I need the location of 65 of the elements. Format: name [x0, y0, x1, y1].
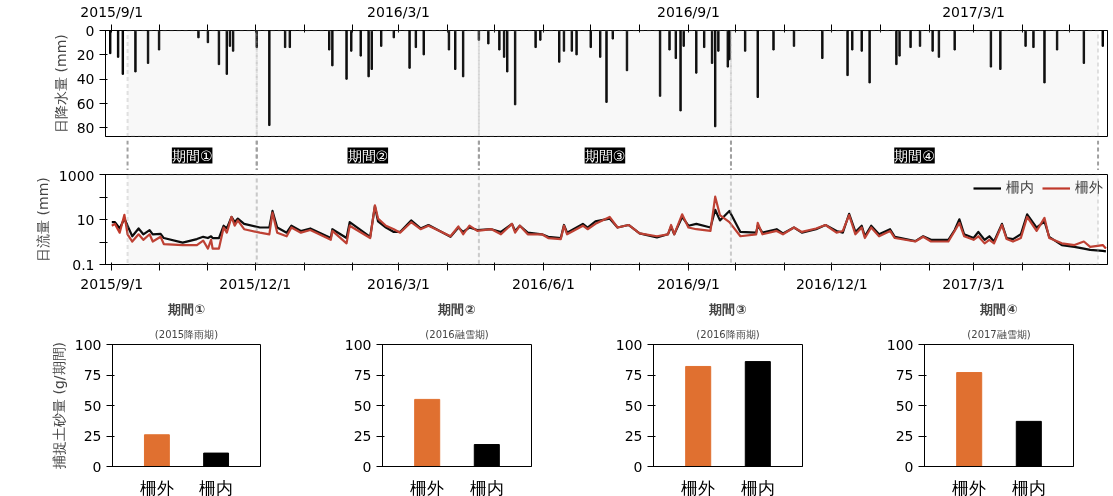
chart-title: 期間④: [979, 301, 1018, 317]
y-tick-label: 80: [76, 119, 95, 136]
y-tick-label: 100: [74, 336, 102, 353]
y-tick-label: 0: [633, 458, 643, 475]
y-tick-label: 25: [83, 428, 102, 444]
y-tick-label: 20: [76, 46, 95, 63]
chart-title: 期間②: [437, 301, 476, 317]
y-tick-label: 40: [76, 71, 95, 88]
y-tick-label: 75: [83, 367, 102, 383]
y-tick-label: 75: [895, 367, 914, 383]
y-axis-title: 日流量 (mm): [34, 177, 51, 262]
y-tick-label: 100: [344, 336, 372, 353]
y-axis-title: 日降水量 (mm): [52, 34, 69, 133]
y-tick-label: 10: [76, 211, 95, 228]
x-tick-label: 2016/9/1: [656, 275, 720, 292]
x-tick-label: 2015/12/1: [219, 275, 292, 292]
y-tick-label: 50: [624, 397, 643, 414]
x-tick-label: 柵内: [199, 477, 234, 496]
x-tick-label: 柵内: [1011, 477, 1046, 496]
band-label: 期間①: [171, 147, 213, 164]
y-tick-label: 100: [886, 336, 914, 353]
chart-title: 期間③: [708, 301, 747, 317]
legend-label: 柵内: [1006, 179, 1034, 197]
y-tick-label: 0: [904, 458, 914, 475]
y-axis-title: 捕捉土砂量 (g/期間): [50, 342, 67, 469]
chart-subtitle: (2016降雨期): [696, 328, 760, 340]
y-tick-label: 25: [895, 428, 914, 444]
legend-label: 柵外: [1075, 179, 1103, 197]
y-tick-label: 75: [624, 367, 643, 383]
x-tick-label: 柵外: [139, 477, 174, 496]
y-tick-label: 0.1: [72, 256, 95, 273]
y-tick-label: 50: [895, 397, 914, 414]
y-tick-label: 0: [92, 458, 102, 475]
y-tick-label: 0: [362, 458, 372, 475]
x-tick-label: 2016/3/1: [367, 275, 430, 292]
line-series: [110, 195, 1108, 250]
band-label: 期間②: [347, 147, 389, 164]
chart-subtitle: (2016融雪期): [425, 328, 489, 340]
chart-subtitle: (2017融雪期): [967, 328, 1031, 340]
chart-subtitle: (2015降雨期): [154, 328, 219, 340]
y-tick-label: 50: [83, 397, 102, 414]
band-label: 期間③: [584, 147, 626, 164]
x-tick-label: 2016/12/1: [795, 275, 868, 292]
x-tick-label: 2015/9/1: [80, 3, 144, 20]
x-tick-label: 2015/9/1: [80, 275, 144, 292]
band-label: 期間④: [894, 147, 935, 164]
y-tick-label: 25: [353, 428, 372, 444]
x-tick-label: 柵外: [681, 477, 716, 496]
chart-title: 期間①: [167, 301, 206, 317]
x-tick-label: 2016/3/1: [367, 3, 430, 20]
x-tick-label: 2016/9/1: [656, 3, 720, 20]
x-tick-label: 柵外: [952, 477, 987, 496]
x-tick-label: 柵内: [469, 477, 504, 496]
x-tick-label: 2017/3/1: [942, 3, 1006, 20]
y-tick-label: 75: [353, 367, 372, 383]
x-tick-label: 2017/3/1: [942, 275, 1006, 292]
y-tick-label: 50: [353, 397, 372, 414]
x-tick-label: 2016/6/1: [512, 275, 575, 292]
x-tick-label: 柵外: [410, 477, 445, 496]
x-tick-label: 柵内: [740, 477, 775, 496]
y-tick-label: 25: [624, 428, 643, 444]
y-tick-label: 1000: [58, 167, 95, 184]
y-tick-label: 60: [76, 95, 95, 112]
y-tick-label: 100: [615, 336, 643, 353]
y-tick-label: 0: [85, 22, 95, 39]
